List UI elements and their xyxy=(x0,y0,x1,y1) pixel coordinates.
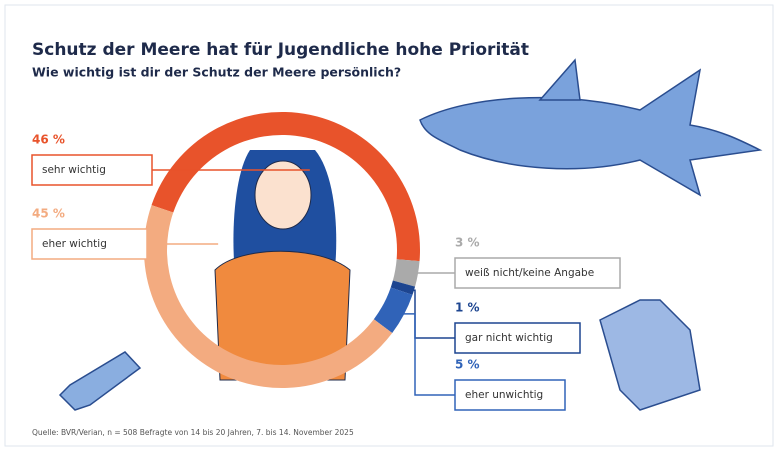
category-label: eher wichtig xyxy=(42,238,107,250)
percent-label: 46 % xyxy=(32,133,65,147)
donut: 46 % sehr wichtig 3 % weiß nicht/keine Anga… xyxy=(31,111,621,411)
person-illustration xyxy=(214,150,351,381)
connector xyxy=(414,272,455,275)
percent-label: 5 % xyxy=(455,358,480,372)
category-label: weiß nicht/keine Angabe xyxy=(465,267,594,279)
donut-segment xyxy=(390,280,416,295)
label-box xyxy=(454,322,581,354)
shark-illustration xyxy=(419,58,763,197)
donut-segment xyxy=(373,287,413,334)
percent-label: 3 % xyxy=(455,236,480,250)
connector xyxy=(402,313,455,396)
category-label: sehr wichtig xyxy=(42,164,106,176)
label-box xyxy=(454,379,566,411)
bottle-illustration xyxy=(58,351,142,411)
chart-title: Schutz der Meere hat für Jugendliche hoh… xyxy=(32,40,529,60)
label-box xyxy=(454,257,621,289)
percent-label: 45 % xyxy=(32,207,65,221)
label-box xyxy=(31,154,153,186)
percent-label: 1 % xyxy=(455,301,480,315)
chart-subtitle: Wie wichtig ist dir der Schutz der Meere… xyxy=(32,65,401,80)
bag-illustration xyxy=(599,299,701,411)
label-box xyxy=(31,228,148,260)
donut-segment xyxy=(143,205,393,388)
category-label: eher unwichtig xyxy=(465,389,543,401)
donut-segment xyxy=(151,111,420,262)
category-label: gar nicht wichtig xyxy=(465,332,553,344)
source: Quelle: BVR/Verian, n = 508 Befragte von… xyxy=(32,428,354,437)
donut-segment xyxy=(392,259,420,287)
